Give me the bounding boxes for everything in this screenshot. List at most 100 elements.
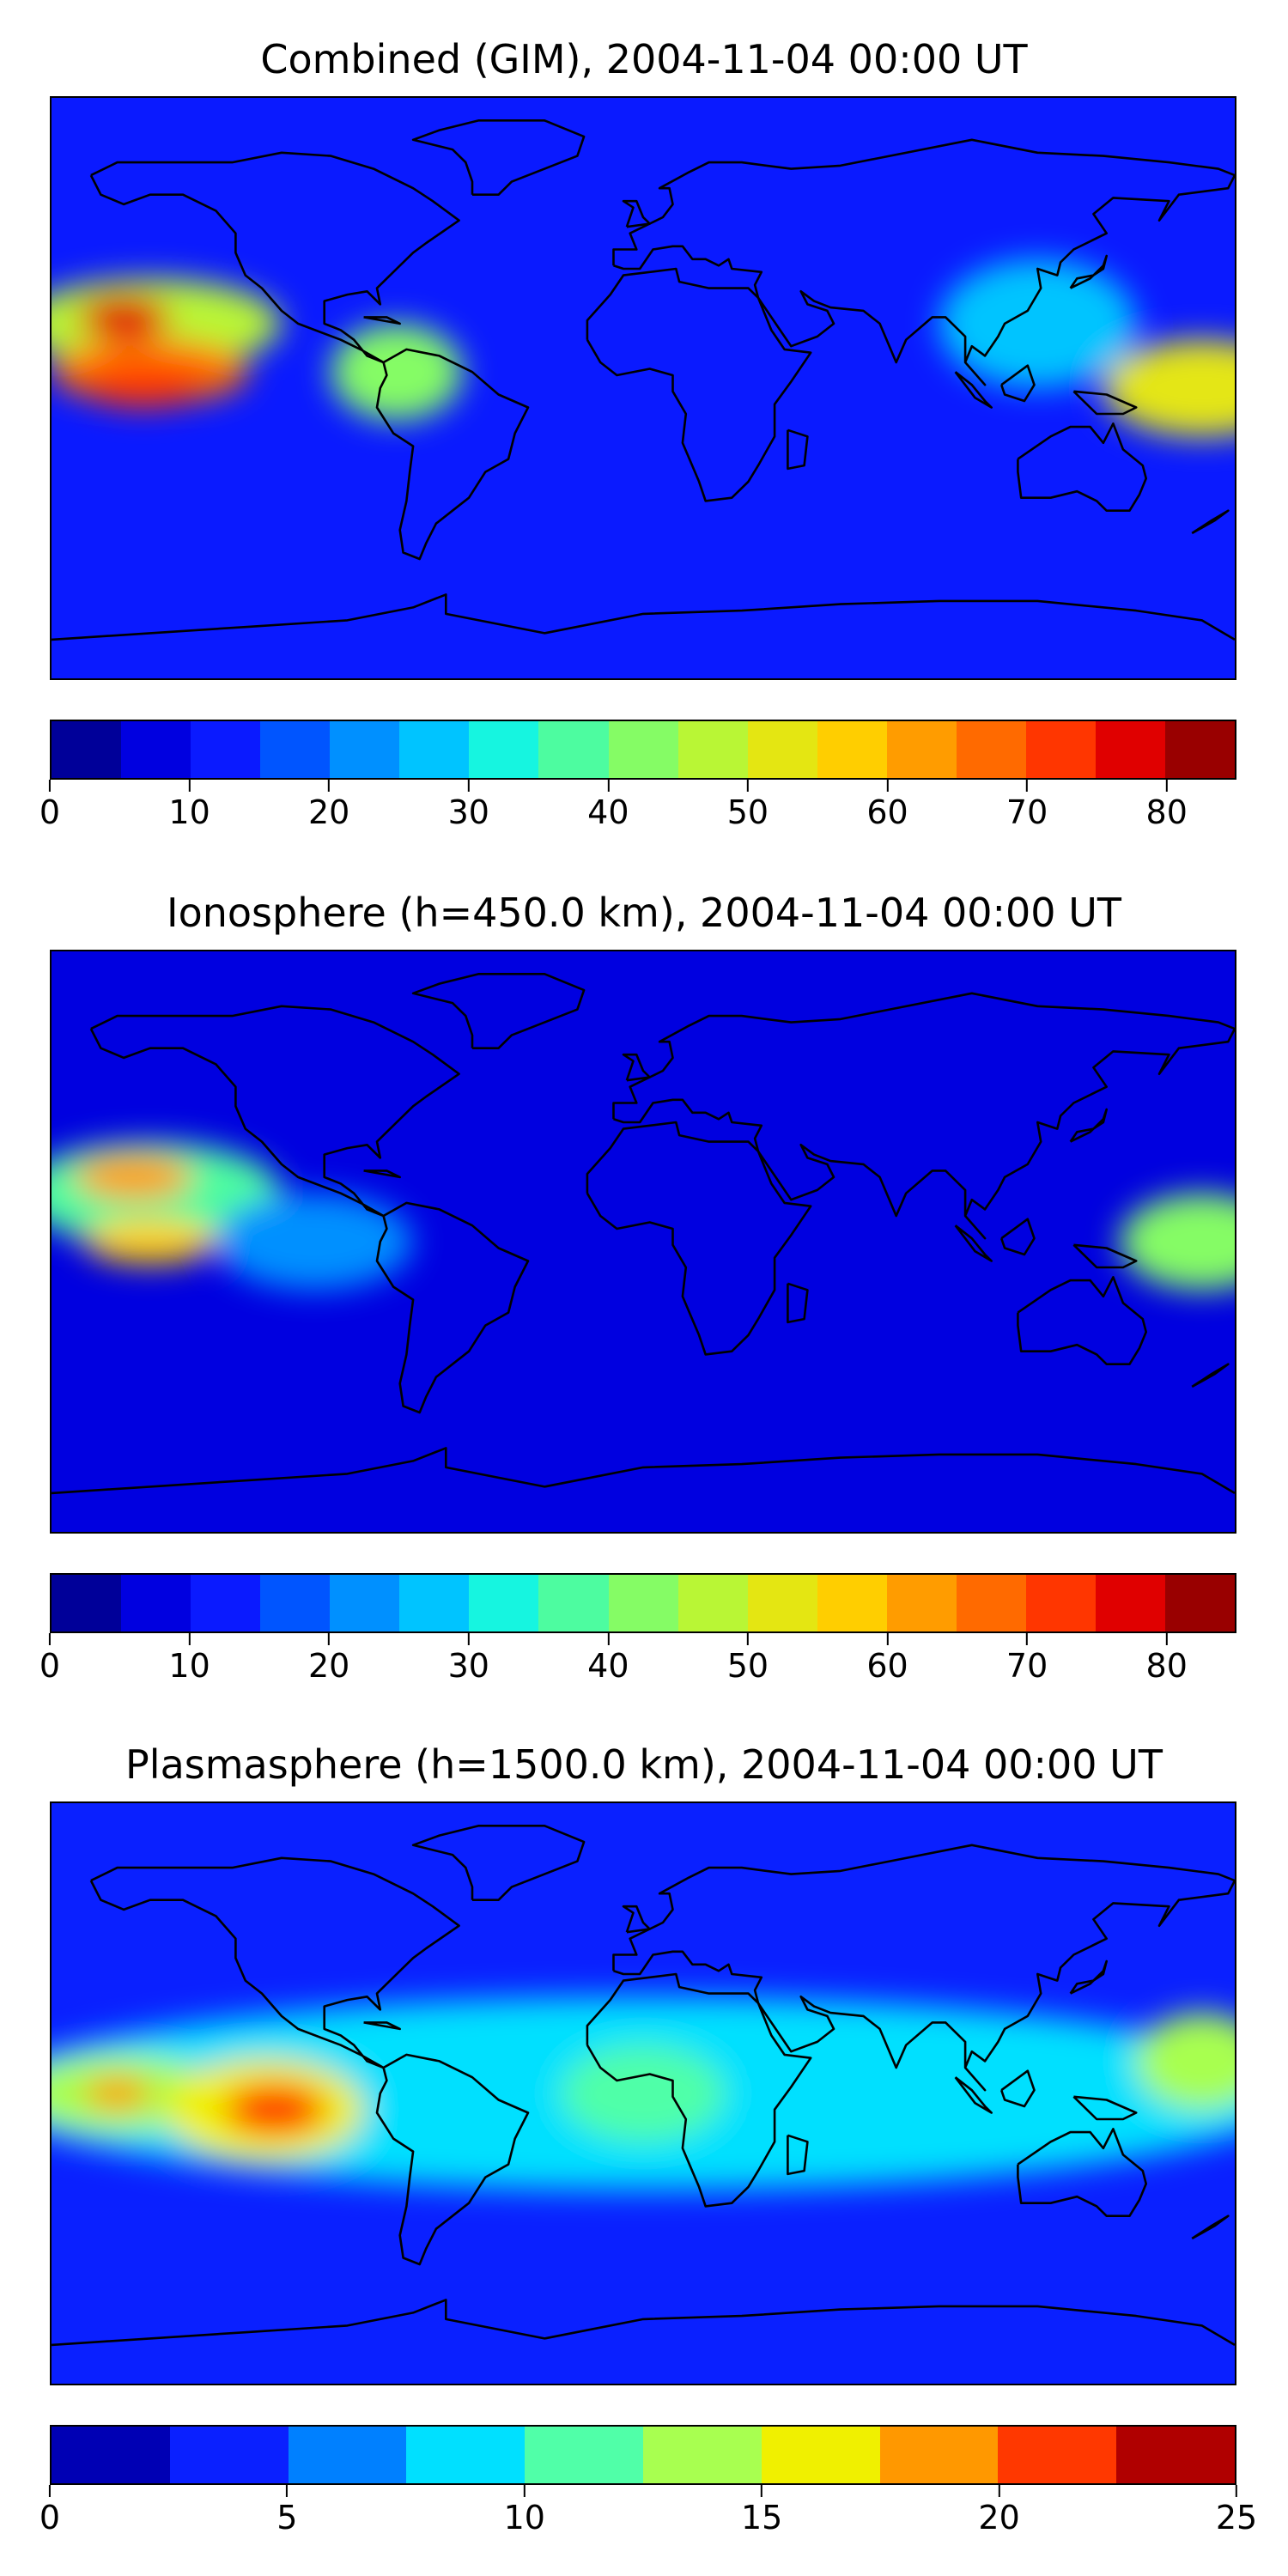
coastline (1069, 1108, 1108, 1143)
colorbar-segment (330, 721, 400, 778)
tick-mark (1235, 2485, 1237, 2497)
colorbar-tick: 10 (504, 2485, 545, 2537)
tick-label: 20 (978, 2499, 1020, 2537)
colorbar-segment (1116, 2427, 1235, 2483)
colorbar-segment (1165, 721, 1236, 778)
coastline (375, 1201, 530, 1414)
field-blob (1136, 2013, 1235, 2110)
colorbar-segment (642, 2427, 762, 2483)
colorbar-tick: 25 (1216, 2485, 1257, 2537)
map-plasmasphere (50, 1801, 1236, 2385)
map-combined (50, 96, 1236, 680)
coastline (375, 348, 530, 561)
colorbar-tick: 50 (727, 1633, 769, 1685)
tick-mark (607, 780, 610, 792)
coastline (1072, 2095, 1138, 2121)
tick-label: 80 (1145, 1647, 1188, 1685)
tick-label: 20 (307, 1647, 350, 1685)
field-blob (1103, 339, 1235, 437)
coastline (1069, 254, 1108, 289)
colorbar-segment (761, 2427, 880, 2483)
coastline (1069, 1959, 1108, 1995)
coastline (363, 316, 402, 325)
tick-label: 15 (741, 2499, 783, 2537)
colorbar-segment (998, 2427, 1117, 2483)
coastline (411, 1824, 586, 1901)
tick-mark (188, 780, 191, 792)
map-svg-ionosphere (52, 951, 1235, 1532)
colorbar-segment (677, 721, 748, 778)
colorbar-segment (879, 2427, 999, 2483)
tick-label: 60 (866, 1647, 908, 1685)
coastline (89, 1005, 460, 1218)
coastline (612, 1844, 1235, 2092)
panel-title-combined: Combined (GIM), 2004-11-04 00:00 UT (260, 36, 1028, 82)
colorbar-segment (608, 721, 678, 778)
colorbar-segment (525, 2427, 643, 2483)
colorbar-segment (747, 721, 817, 778)
tick-label: 70 (1005, 1647, 1048, 1685)
coastline (999, 2069, 1036, 2108)
tick-mark (467, 780, 470, 792)
colorbar-segment (191, 721, 261, 778)
colorbar-segment (677, 1575, 748, 1631)
colorbar-segment (121, 1575, 191, 1631)
coastline (787, 428, 809, 471)
coastlines (52, 972, 1235, 1495)
colorbar-combined (50, 720, 1236, 780)
colorbar-tick: 20 (978, 2485, 1020, 2537)
tick-mark (746, 780, 749, 792)
colorbar-segment (817, 1575, 887, 1631)
coastline (1072, 1243, 1138, 1269)
field-blob (331, 323, 463, 421)
colorbar-tick: 60 (866, 1633, 908, 1685)
panel-title-plasmasphere: Plasmasphere (h=1500.0 km), 2004-11-04 0… (125, 1741, 1163, 1788)
coastline (1191, 509, 1230, 535)
tick-mark (286, 2485, 289, 2497)
colorbar-segment (191, 1575, 261, 1631)
colorbar-segment (886, 721, 957, 778)
colorbar-segment (747, 1575, 817, 1631)
colorbar-ticks-plasmasphere: 0 5 10 15 20 25 (39, 2485, 1257, 2537)
tick-label: 70 (1005, 793, 1048, 831)
coastline (622, 1053, 652, 1082)
tick-mark (49, 2485, 51, 2497)
tick-mark (49, 780, 51, 792)
colorbar-tick: 10 (168, 780, 210, 831)
tick-mark (761, 2485, 763, 2497)
coastline (999, 1218, 1036, 1256)
tick-label: 50 (726, 793, 769, 831)
colorbar-tick: 20 (308, 1633, 349, 1685)
coastline (52, 593, 1235, 641)
tick-label: 30 (447, 793, 489, 831)
coastline (52, 1447, 1235, 1495)
coastline (411, 972, 586, 1049)
panel-title-ionosphere: Ionosphere (h=450.0 km), 2004-11-04 00:0… (167, 890, 1121, 936)
colorbar-tick: 0 (39, 1633, 60, 1685)
colorbar-tick: 15 (741, 2485, 782, 2537)
colorbar-segment (469, 721, 539, 778)
coastline (586, 1121, 812, 1356)
colorbar-tick: 0 (39, 2485, 60, 2537)
coastline (622, 1905, 652, 1934)
tick-mark (607, 1633, 610, 1645)
colorbar-tick: 60 (866, 780, 908, 831)
coastline (1017, 1275, 1147, 1366)
tick-mark (1165, 780, 1168, 792)
colorbar-segment (817, 721, 887, 778)
coastline (1017, 2127, 1147, 2218)
colorbar-segment (538, 721, 609, 778)
coastline (363, 2021, 402, 2031)
tick-mark (1026, 1633, 1029, 1645)
coastline (375, 2053, 530, 2266)
field-blob (84, 2077, 150, 2110)
tick-label: 10 (168, 793, 210, 831)
field-blob (84, 1218, 216, 1265)
colorbar-segment (399, 721, 470, 778)
coastline (52, 2299, 1235, 2347)
coastline (999, 364, 1036, 403)
tick-mark (328, 1633, 331, 1645)
tick-label: 60 (866, 793, 908, 831)
coastline (1191, 2215, 1230, 2240)
map-svg-plasmasphere (52, 1803, 1235, 2384)
